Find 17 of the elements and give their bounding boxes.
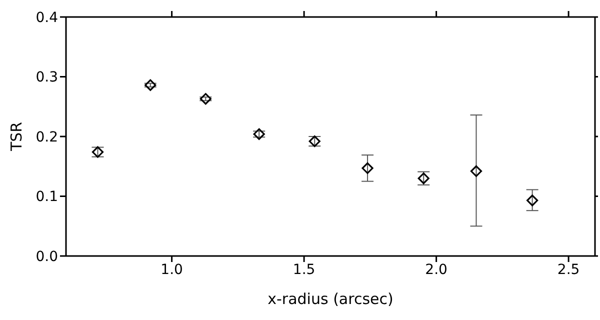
y-tick-label: 0.1 — [36, 189, 58, 206]
point — [144, 79, 156, 91]
x-tick-label: 1.5 — [292, 262, 316, 278]
y-tick-label: 0.2 — [36, 129, 58, 146]
y-tick-label: 0.0 — [36, 248, 58, 265]
point — [362, 162, 374, 174]
point — [200, 93, 212, 105]
y-tick-label: 0.3 — [36, 70, 58, 86]
point — [470, 165, 482, 177]
y-axis-title: TSR — [7, 122, 26, 152]
x-tick-label: 2.5 — [557, 262, 580, 278]
point — [526, 194, 538, 206]
x-tick-label: 2.0 — [425, 262, 448, 278]
x-tick-label: 1.0 — [160, 262, 183, 278]
point — [253, 128, 265, 140]
y-tick-label: 0.4 — [36, 10, 58, 26]
x-axis-title: x-radius (arcsec) — [268, 290, 394, 308]
